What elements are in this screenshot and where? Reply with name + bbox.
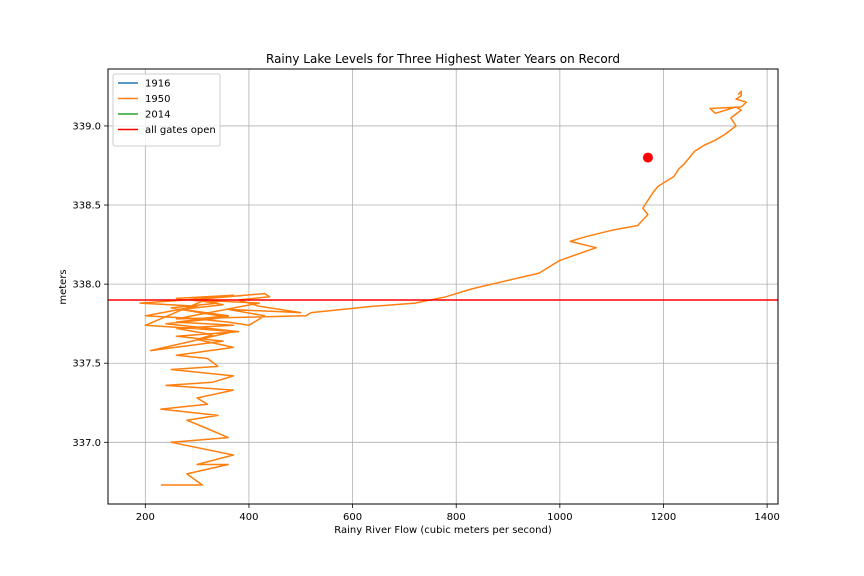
chart-title: Rainy Lake Levels for Three Highest Wate…	[266, 52, 620, 66]
y-tick-label: 337.5	[72, 359, 101, 370]
legend-label: 1950	[145, 94, 170, 105]
y-tick-label: 337.0	[72, 438, 101, 449]
y-axis: 337.0 337.5 338.0 338.5 339.0	[72, 121, 108, 449]
x-tick-label: 1200	[651, 512, 676, 523]
grid	[108, 69, 778, 504]
x-tick-label: 400	[239, 512, 258, 523]
y-tick-label: 338.0	[72, 280, 101, 291]
x-axis-title: Rainy River Flow (cubic meters per secon…	[334, 525, 552, 536]
x-tick-label: 1000	[547, 512, 572, 523]
y-axis-title: meters	[58, 269, 69, 304]
series-layer	[108, 90, 778, 486]
legend: 1916 1950 2014 all gates open	[112, 73, 221, 147]
y-tick-label: 339.0	[72, 121, 101, 132]
plot-frame	[107, 68, 779, 505]
legend-label: 2014	[145, 110, 170, 121]
y-tick-label: 338.5	[72, 201, 101, 212]
x-tick-label: 200	[136, 512, 155, 523]
legend-label: all gates open	[145, 125, 216, 136]
x-axis: 200 400 600 800 1000 1200 1400	[136, 504, 780, 523]
series-line-1950	[139, 90, 748, 486]
x-tick-label: 600	[343, 512, 362, 523]
highlight-point	[642, 152, 653, 163]
x-tick-label: 1400	[754, 512, 779, 523]
legend-label: 1916	[145, 79, 170, 90]
x-tick-label: 800	[447, 512, 466, 523]
legend-box	[112, 73, 221, 147]
